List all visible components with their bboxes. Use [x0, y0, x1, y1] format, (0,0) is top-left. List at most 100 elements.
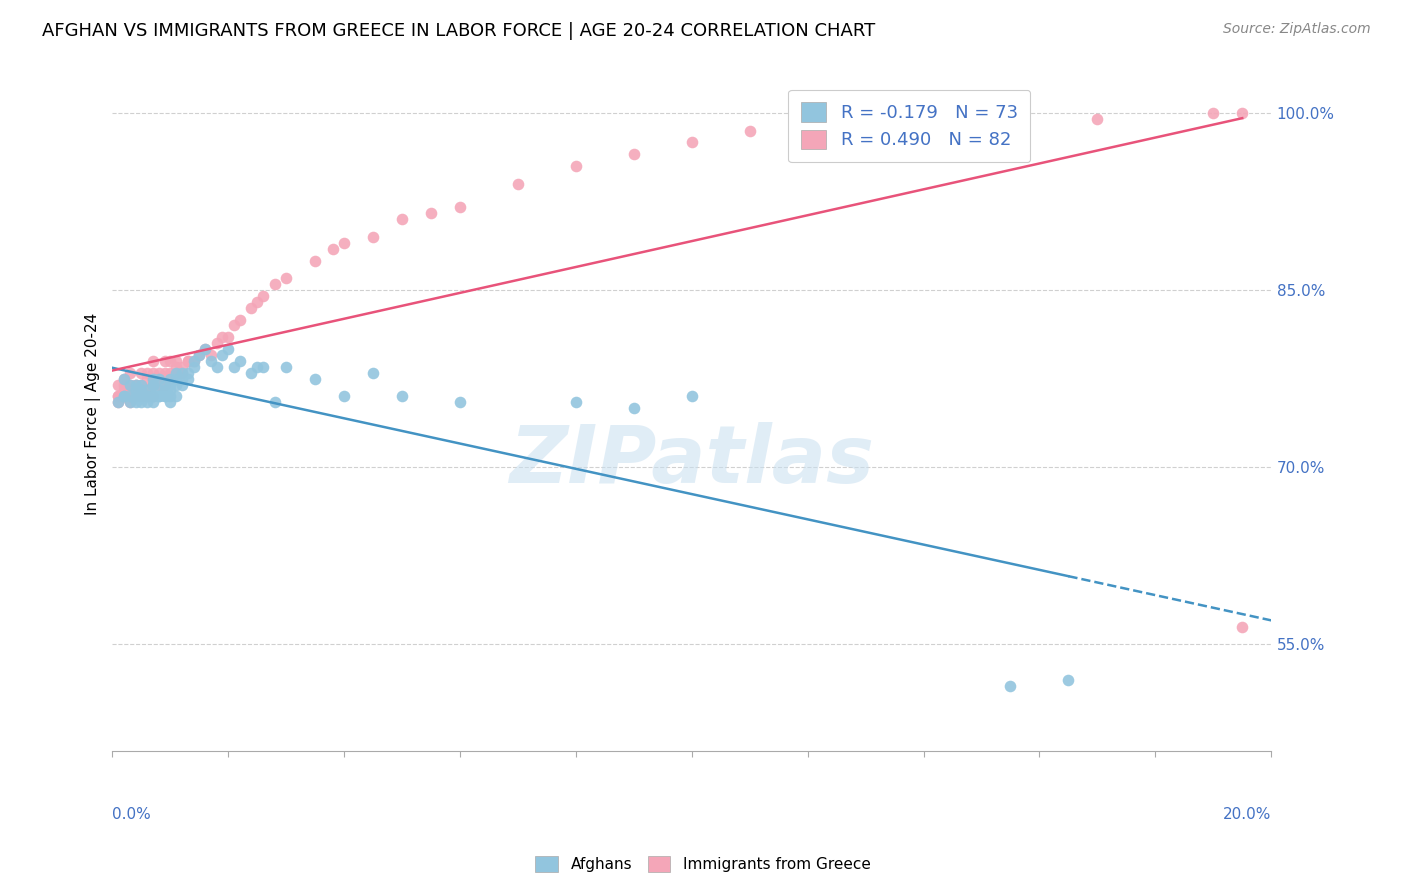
- Point: [188, 348, 211, 362]
- Point: [211, 330, 233, 344]
- Point: [112, 371, 135, 385]
- Point: [148, 389, 170, 403]
- Point: [112, 389, 135, 403]
- Point: [1232, 106, 1254, 120]
- Point: [170, 366, 193, 380]
- Point: [118, 389, 141, 403]
- Point: [118, 389, 141, 403]
- Point: [506, 177, 529, 191]
- Point: [361, 366, 384, 380]
- Point: [177, 354, 200, 368]
- Point: [217, 342, 239, 356]
- Point: [118, 377, 141, 392]
- Text: Source: ZipAtlas.com: Source: ZipAtlas.com: [1223, 22, 1371, 37]
- Point: [112, 384, 135, 398]
- Point: [136, 389, 159, 403]
- Point: [177, 354, 200, 368]
- Point: [124, 384, 146, 398]
- Point: [361, 230, 384, 244]
- Text: ZIPatlas: ZIPatlas: [509, 422, 875, 500]
- Point: [131, 389, 153, 403]
- Legend: R = -0.179   N = 73, R = 0.490   N = 82: R = -0.179 N = 73, R = 0.490 N = 82: [789, 90, 1031, 162]
- Point: [276, 271, 298, 285]
- Point: [165, 371, 187, 385]
- Point: [276, 359, 298, 374]
- Point: [136, 389, 159, 403]
- Point: [153, 377, 176, 392]
- Point: [159, 371, 181, 385]
- Point: [205, 336, 228, 351]
- Point: [107, 389, 129, 403]
- Point: [205, 359, 228, 374]
- Legend: Afghans, Immigrants from Greece: Afghans, Immigrants from Greece: [527, 848, 879, 880]
- Point: [304, 253, 326, 268]
- Point: [229, 354, 252, 368]
- Point: [112, 377, 135, 392]
- Point: [153, 377, 176, 392]
- Point: [107, 377, 129, 392]
- Point: [194, 342, 217, 356]
- Point: [131, 384, 153, 398]
- Point: [565, 159, 588, 173]
- Point: [1057, 673, 1080, 687]
- Point: [855, 118, 877, 132]
- Point: [159, 366, 181, 380]
- Point: [136, 366, 159, 380]
- Point: [159, 371, 181, 385]
- Point: [153, 366, 176, 380]
- Point: [142, 389, 165, 403]
- Point: [148, 389, 170, 403]
- Point: [136, 395, 159, 409]
- Point: [177, 371, 200, 385]
- Point: [118, 389, 141, 403]
- Point: [263, 277, 285, 292]
- Point: [165, 366, 187, 380]
- Point: [131, 366, 153, 380]
- Point: [1202, 106, 1225, 120]
- Point: [112, 389, 135, 403]
- Point: [246, 359, 269, 374]
- Point: [240, 366, 263, 380]
- Point: [333, 389, 356, 403]
- Point: [252, 289, 274, 303]
- Point: [131, 377, 153, 392]
- Point: [142, 395, 165, 409]
- Point: [623, 147, 645, 161]
- Point: [252, 359, 274, 374]
- Point: [142, 389, 165, 403]
- Point: [200, 348, 222, 362]
- Point: [165, 377, 187, 392]
- Point: [177, 366, 200, 380]
- Point: [217, 330, 239, 344]
- Point: [1000, 679, 1022, 693]
- Point: [970, 112, 993, 126]
- Point: [124, 377, 146, 392]
- Point: [153, 389, 176, 403]
- Point: [240, 301, 263, 315]
- Point: [183, 354, 205, 368]
- Point: [118, 384, 141, 398]
- Point: [118, 366, 141, 380]
- Point: [153, 384, 176, 398]
- Point: [131, 377, 153, 392]
- Point: [142, 377, 165, 392]
- Point: [148, 371, 170, 385]
- Point: [153, 389, 176, 403]
- Point: [112, 389, 135, 403]
- Point: [148, 384, 170, 398]
- Point: [159, 389, 181, 403]
- Point: [112, 389, 135, 403]
- Y-axis label: In Labor Force | Age 20-24: In Labor Force | Age 20-24: [86, 313, 101, 516]
- Point: [124, 377, 146, 392]
- Point: [681, 389, 703, 403]
- Point: [159, 354, 181, 368]
- Point: [124, 389, 146, 403]
- Point: [124, 389, 146, 403]
- Point: [124, 389, 146, 403]
- Point: [124, 395, 146, 409]
- Point: [112, 371, 135, 385]
- Point: [304, 371, 326, 385]
- Point: [170, 359, 193, 374]
- Point: [165, 389, 187, 403]
- Point: [131, 377, 153, 392]
